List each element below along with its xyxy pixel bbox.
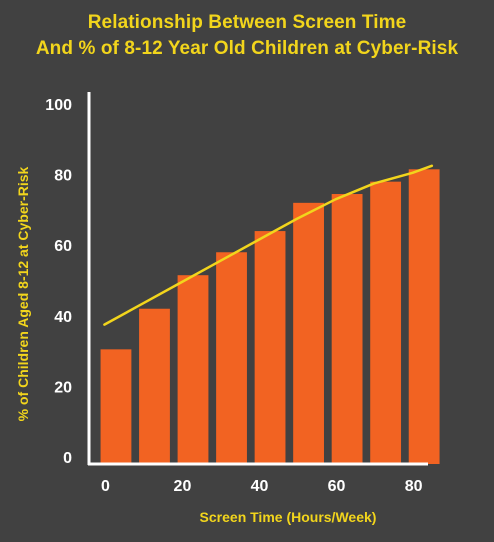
y-tick-label-3: 60 [54,238,72,255]
y-tick-label-2: 40 [54,309,72,326]
x-tick-label-3: 60 [328,478,346,495]
x-tick-label-1: 20 [174,478,192,495]
trendline [103,164,434,326]
y-tick-label-0: 0 [63,450,72,467]
y-tick-label-1: 20 [54,379,72,396]
chart-title-line-1: Relationship Between Screen Time [87,12,407,33]
bar-1 [139,308,170,464]
axes-layer [87,92,428,466]
bar-3 [216,252,247,464]
chart-title-line-2: And % of 8-12 Year Old Children at Cyber… [35,38,459,59]
trendline-layer [103,164,434,326]
x-tick-label-4: 80 [405,478,423,495]
bar-0 [100,349,132,464]
bars-layer [100,169,440,464]
bar-4 [254,231,286,464]
x-tick-label-0: 0 [101,478,110,495]
x-tick-label-2: 40 [251,478,269,495]
tick-labels-layer: 0 20 40 60 80 100 0 20 40 60 80 [45,97,422,495]
bar-6 [331,194,363,464]
bar-2 [177,275,209,464]
y-tick-label-5: 100 [45,97,72,114]
x-axis-label: Screen Time (Hours/Week) [200,509,377,525]
y-axis-label: % of Children Aged 8-12 at Cyber-Risk [15,166,31,421]
bar-7 [370,181,402,464]
bar-5 [293,202,324,464]
bar-8 [408,169,440,464]
y-tick-label-4: 80 [54,168,72,185]
